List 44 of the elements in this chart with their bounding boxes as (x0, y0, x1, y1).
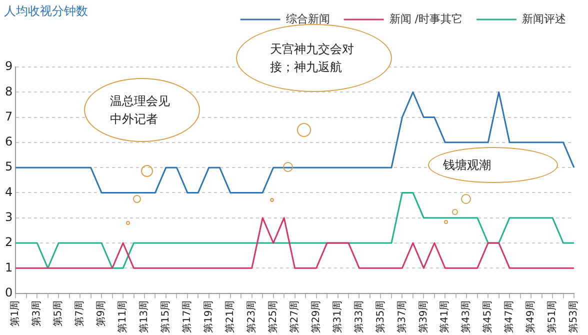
y-tick-label: 3 (4, 210, 13, 224)
x-tick-label: 第49周 (524, 300, 537, 334)
x-tick-label: 第41周 (438, 300, 451, 334)
annotation: 温总理会见中外记者 (110, 93, 171, 128)
legend-label: 新闻 /时事其它 (389, 12, 462, 26)
x-tick-label: 第9周 (95, 300, 108, 327)
x-tick-label: 第11周 (116, 300, 129, 334)
x-tick-label: 第15周 (160, 300, 172, 334)
x-tick-label: 第37周 (396, 300, 408, 334)
x-tick-label: 第25周 (266, 300, 279, 334)
y-tick-label: 1 (4, 260, 13, 274)
y-tick-label: 8 (4, 84, 13, 98)
y-tick-label: 6 (4, 134, 13, 149)
x-tick-label: 第21周 (224, 300, 236, 334)
x-tick-label: 第29周 (310, 300, 322, 334)
y-tick-label: 5 (4, 160, 13, 174)
x-tick-label: 第47周 (503, 300, 516, 334)
y-tick-label: 9 (4, 59, 13, 74)
x-tick-label: 第27周 (288, 300, 300, 334)
x-tick-label: 第31周 (331, 300, 344, 334)
x-tick-label: 第1周 (9, 300, 22, 327)
x-tick-label: 第3周 (30, 300, 43, 327)
x-tick-label: 第53周 (568, 300, 580, 334)
x-tick-label: 第5周 (52, 300, 64, 327)
x-tick-label: 第19周 (202, 300, 215, 334)
x-tick-label: 第45周 (482, 300, 494, 334)
x-tick-label: 第23周 (245, 300, 258, 334)
y-tick-label: 0 (4, 285, 13, 300)
legend-label: 新闻评述 (522, 12, 566, 26)
y-tick-label: 2 (4, 235, 13, 250)
x-tick-label: 第51周 (546, 300, 558, 334)
x-tick-label: 第33周 (352, 300, 365, 334)
annotation: 钱塘观潮 (443, 157, 492, 174)
x-tick-label: 第17周 (181, 300, 194, 334)
y-axis-title: 人均收视分钟数 (4, 3, 88, 20)
x-tick-label: 第39周 (417, 300, 430, 334)
legend-label: 综合新闻 (286, 12, 330, 26)
annotation: 天宫神九交会对接；神九返航 (270, 41, 355, 76)
x-tick-label: 第35周 (374, 300, 386, 334)
y-tick-label: 4 (4, 184, 13, 199)
x-tick-label: 第43周 (460, 300, 472, 334)
x-tick-label: 第7周 (74, 300, 86, 327)
y-tick-label: 7 (4, 109, 13, 124)
x-tick-label: 第13周 (138, 300, 150, 334)
